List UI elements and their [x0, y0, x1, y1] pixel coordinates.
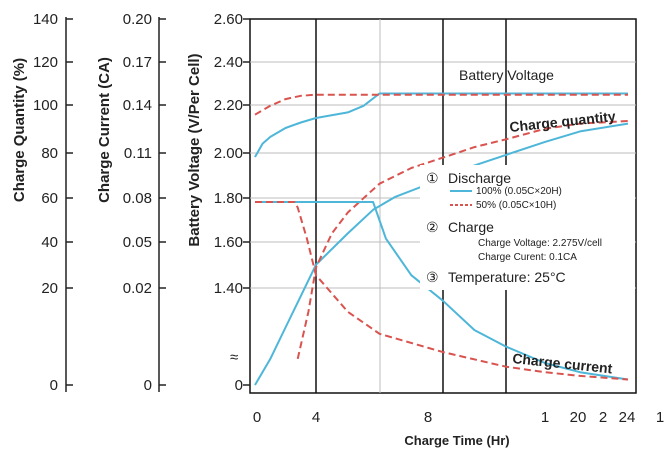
y-tick-label: 1.80	[214, 190, 243, 207]
y-tick-label: 2.40	[214, 54, 243, 71]
series-line-quantity_50	[296, 120, 629, 360]
series-line-current_100	[255, 201, 629, 381]
y-tick-label: 2.60	[214, 11, 243, 28]
y-tick-label: 0	[144, 377, 152, 394]
y-tick-label: 2.20	[214, 97, 243, 114]
y-tick-label: 0.14	[123, 97, 152, 114]
y-tick-label: 0	[235, 377, 243, 394]
x-axis-title: Charge Time (Hr)	[404, 433, 509, 448]
y-tick-label: 0.20	[123, 11, 152, 28]
y-tick-label: 2.00	[214, 145, 243, 162]
discharge-title: Discharge	[448, 170, 511, 186]
y-tick-label: 140	[33, 11, 58, 28]
charge-marker: ②	[426, 219, 439, 235]
legend-label-50: 50% (0.05C×10H)	[476, 200, 556, 211]
legend: ① Discharge 100% (0.05C×20H) 50% (0.05C×…	[420, 165, 635, 290]
series-line-voltage_50	[254, 93, 628, 116]
x-tick-label: 1	[541, 409, 549, 426]
discharge-marker: ①	[426, 170, 439, 186]
y-tick-label: 60	[41, 190, 58, 207]
x-tick-label: 4	[312, 409, 320, 426]
x-tick-label: 20	[570, 409, 587, 426]
y-tick-label: 0.05	[123, 234, 152, 251]
y-tick-label: 100	[33, 97, 58, 114]
y-tick-label: 0.17	[123, 54, 152, 71]
charge-voltage-note: Charge Voltage: 2.275V/cell	[478, 238, 602, 249]
y-tick-label: 0.08	[123, 190, 152, 207]
x-tick-label: 0	[253, 409, 261, 426]
y-axis-title-charge-quantity: Charge Quantity (%)	[11, 58, 28, 202]
series-line-current_50	[255, 201, 629, 381]
series-line-quantity_100	[254, 122, 629, 386]
charge-quantity-axis: 140 120 100 80 60 40 20 0	[33, 11, 73, 394]
temperature-note: Temperature: 25°C	[448, 269, 566, 285]
x-tick-label: 2	[599, 409, 607, 426]
y-axis-title-battery-voltage: Battery Voltage (V/Per Cell)	[186, 53, 203, 246]
charge-title: Charge	[448, 219, 494, 235]
y-tick-label: 40	[41, 234, 58, 251]
series-line-voltage_100	[254, 92, 628, 158]
y-tick-label: 120	[33, 54, 58, 71]
charge-current-note: Charge Curent: 0.1CA	[478, 252, 577, 263]
y-tick-label: 1.40	[214, 280, 243, 297]
y-tick-label: 80	[41, 145, 58, 162]
y-tick-label: 20	[41, 280, 58, 297]
charge-current-axis: 0.20 0.17 0.14 0.11 0.08 0.05 0.02 0	[123, 11, 166, 394]
legend-label-100: 100% (0.05C×20H)	[476, 186, 562, 197]
y-tick-label: 0	[50, 377, 58, 394]
y-tick-label: 0.11	[124, 145, 152, 162]
x-tick-label: 1	[656, 409, 664, 426]
y-tick-label: 0.02	[123, 280, 152, 297]
legend-background	[420, 165, 635, 290]
axis-break-mark: ≈	[230, 349, 238, 366]
label-battery-voltage: Battery Voltage	[459, 67, 554, 83]
y-axis-title-charge-current: Charge Current (CA)	[96, 57, 113, 203]
y-tick-label: 1.60	[214, 234, 243, 251]
temperature-marker: ③	[426, 269, 439, 285]
x-tick-label: 24	[619, 409, 636, 426]
x-tick-label: 8	[424, 409, 432, 426]
